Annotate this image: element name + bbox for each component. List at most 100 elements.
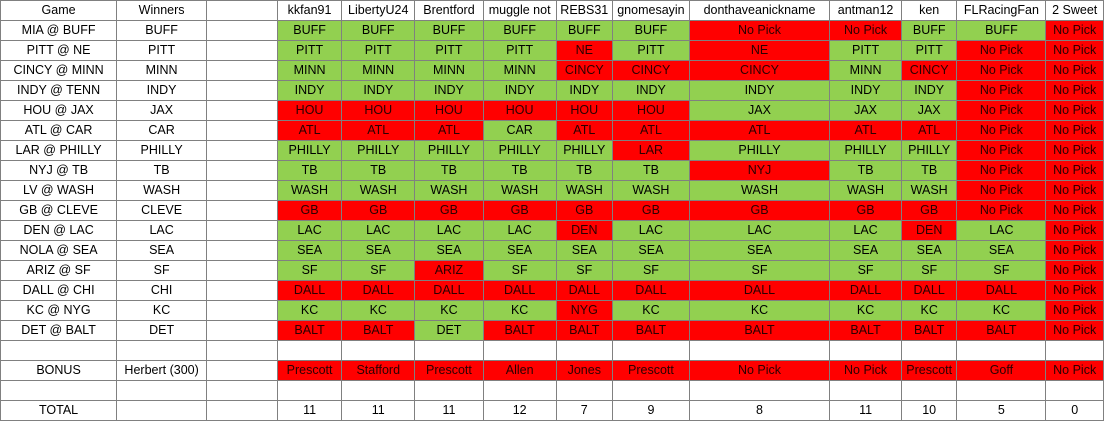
pick-cell-gnomesayin[interactable]: BUFF xyxy=(612,20,690,41)
pick-cell-kkfan91[interactable]: MINN xyxy=(276,60,343,81)
game-matchup-cell[interactable]: PITT @ NE xyxy=(0,40,118,61)
pick-cell-gnomesayin[interactable]: PITT xyxy=(612,40,690,61)
pick-cell-muggle-not[interactable]: CAR xyxy=(482,120,557,141)
pick-cell-brentford[interactable]: GB xyxy=(414,200,484,221)
pick-cell-donthaveanickname[interactable]: NYJ xyxy=(688,160,831,181)
blank-cell[interactable] xyxy=(829,380,902,401)
pick-cell-brentford[interactable]: ARIZ xyxy=(414,260,484,281)
blank-cell[interactable] xyxy=(276,340,343,361)
pick-cell-muggle-not[interactable]: LAC xyxy=(482,220,557,241)
blank-cell[interactable] xyxy=(116,400,208,421)
game-matchup-cell[interactable]: MIA @ BUFF xyxy=(0,20,118,41)
pick-cell-muggle-not[interactable]: INDY xyxy=(482,80,557,101)
pick-cell-rebs31[interactable]: NYG xyxy=(555,300,614,321)
pick-cell-rebs31[interactable]: BUFF xyxy=(555,20,614,41)
pick-cell-ken[interactable]: WASH xyxy=(900,180,958,201)
header-winners[interactable]: Winners xyxy=(116,0,208,21)
pick-cell-ken[interactable]: JAX xyxy=(900,100,958,121)
pick-cell-muggle-not[interactable]: TB xyxy=(482,160,557,181)
blank-cell[interactable] xyxy=(116,340,208,361)
pick-cell-antman12[interactable]: SEA xyxy=(829,240,902,261)
pick-cell-rebs31[interactable]: SEA xyxy=(555,240,614,261)
blank-cell[interactable] xyxy=(1045,380,1104,401)
pick-cell-rebs31[interactable]: BALT xyxy=(555,320,614,341)
header-player-rebs31[interactable]: REBS31 xyxy=(555,0,614,21)
pick-cell-2-sweet[interactable]: No Pick xyxy=(1045,100,1104,121)
game-matchup-cell[interactable]: ATL @ CAR xyxy=(0,120,118,141)
game-matchup-cell[interactable]: HOU @ JAX xyxy=(0,100,118,121)
pick-cell-flracingfan[interactable]: No Pick xyxy=(956,200,1047,221)
bonus-pick-libertyu24[interactable]: Stafford xyxy=(341,360,416,381)
total-ken[interactable]: 10 xyxy=(900,400,958,421)
pick-cell-ken[interactable]: GB xyxy=(900,200,958,221)
pick-cell-libertyu24[interactable]: DALL xyxy=(341,280,416,301)
pick-cell-libertyu24[interactable]: PITT xyxy=(341,40,416,61)
pick-cell-libertyu24[interactable]: BUFF xyxy=(341,20,416,41)
blank-cell[interactable] xyxy=(206,320,278,341)
header-blank[interactable] xyxy=(206,0,278,21)
header-player-gnomesayin[interactable]: gnomesayin xyxy=(612,0,690,21)
game-winner-cell[interactable]: PITT xyxy=(116,40,208,61)
game-matchup-cell[interactable]: CINCY @ MINN xyxy=(0,60,118,81)
pick-cell-2-sweet[interactable]: No Pick xyxy=(1045,200,1104,221)
game-matchup-cell[interactable]: NYJ @ TB xyxy=(0,160,118,181)
pick-cell-brentford[interactable]: DET xyxy=(414,320,484,341)
header-player-libertyu24[interactable]: LibertyU24 xyxy=(341,0,416,21)
pick-cell-ken[interactable]: PITT xyxy=(900,40,958,61)
pick-cell-kkfan91[interactable]: LAC xyxy=(276,220,343,241)
pick-cell-rebs31[interactable]: GB xyxy=(555,200,614,221)
pick-cell-libertyu24[interactable]: SF xyxy=(341,260,416,281)
total-rebs31[interactable]: 7 xyxy=(555,400,614,421)
game-winner-cell[interactable]: SEA xyxy=(116,240,208,261)
pick-cell-brentford[interactable]: MINN xyxy=(414,60,484,81)
pick-cell-muggle-not[interactable]: PITT xyxy=(482,40,557,61)
pick-cell-gnomesayin[interactable]: HOU xyxy=(612,100,690,121)
game-winner-cell[interactable]: CHI xyxy=(116,280,208,301)
pick-cell-donthaveanickname[interactable]: INDY xyxy=(688,80,831,101)
pick-cell-gnomesayin[interactable]: INDY xyxy=(612,80,690,101)
pick-cell-kkfan91[interactable]: SEA xyxy=(276,240,343,261)
header-player-kkfan91[interactable]: kkfan91 xyxy=(276,0,343,21)
pick-cell-kkfan91[interactable]: BUFF xyxy=(276,20,343,41)
pick-cell-brentford[interactable]: SEA xyxy=(414,240,484,261)
pick-cell-donthaveanickname[interactable]: WASH xyxy=(688,180,831,201)
game-matchup-cell[interactable]: DEN @ LAC xyxy=(0,220,118,241)
pick-cell-kkfan91[interactable]: PHILLY xyxy=(276,140,343,161)
game-matchup-cell[interactable]: NOLA @ SEA xyxy=(0,240,118,261)
pick-cell-kkfan91[interactable]: BALT xyxy=(276,320,343,341)
pick-cell-antman12[interactable]: PHILLY xyxy=(829,140,902,161)
pick-cell-2-sweet[interactable]: No Pick xyxy=(1045,40,1104,61)
game-winner-cell[interactable]: INDY xyxy=(116,80,208,101)
pick-cell-antman12[interactable]: JAX xyxy=(829,100,902,121)
pick-cell-rebs31[interactable]: DEN xyxy=(555,220,614,241)
game-matchup-cell[interactable]: ARIZ @ SF xyxy=(0,260,118,281)
blank-cell[interactable] xyxy=(206,260,278,281)
game-winner-cell[interactable]: DET xyxy=(116,320,208,341)
pick-cell-flracingfan[interactable]: SF xyxy=(956,260,1047,281)
pick-cell-kkfan91[interactable]: HOU xyxy=(276,100,343,121)
blank-cell[interactable] xyxy=(206,60,278,81)
pick-cell-gnomesayin[interactable]: ATL xyxy=(612,120,690,141)
pick-cell-kkfan91[interactable]: WASH xyxy=(276,180,343,201)
pick-cell-libertyu24[interactable]: HOU xyxy=(341,100,416,121)
pick-cell-ken[interactable]: KC xyxy=(900,300,958,321)
pick-cell-antman12[interactable]: ATL xyxy=(829,120,902,141)
game-matchup-cell[interactable]: DALL @ CHI xyxy=(0,280,118,301)
pick-cell-2-sweet[interactable]: No Pick xyxy=(1045,160,1104,181)
pick-cell-flracingfan[interactable]: No Pick xyxy=(956,180,1047,201)
pick-cell-antman12[interactable]: DALL xyxy=(829,280,902,301)
pick-cell-brentford[interactable]: PHILLY xyxy=(414,140,484,161)
total-muggle-not[interactable]: 12 xyxy=(482,400,557,421)
blank-cell[interactable] xyxy=(206,100,278,121)
pick-cell-gnomesayin[interactable]: SEA xyxy=(612,240,690,261)
bonus-pick-muggle-not[interactable]: Allen xyxy=(482,360,557,381)
pick-cell-antman12[interactable]: MINN xyxy=(829,60,902,81)
pick-cell-flracingfan[interactable]: No Pick xyxy=(956,40,1047,61)
pick-cell-libertyu24[interactable]: TB xyxy=(341,160,416,181)
pick-cell-ken[interactable]: SF xyxy=(900,260,958,281)
pick-cell-brentford[interactable]: KC xyxy=(414,300,484,321)
pick-cell-donthaveanickname[interactable]: CINCY xyxy=(688,60,831,81)
pick-cell-flracingfan[interactable]: BUFF xyxy=(956,20,1047,41)
header-game[interactable]: Game xyxy=(0,0,118,21)
blank-cell[interactable] xyxy=(206,120,278,141)
